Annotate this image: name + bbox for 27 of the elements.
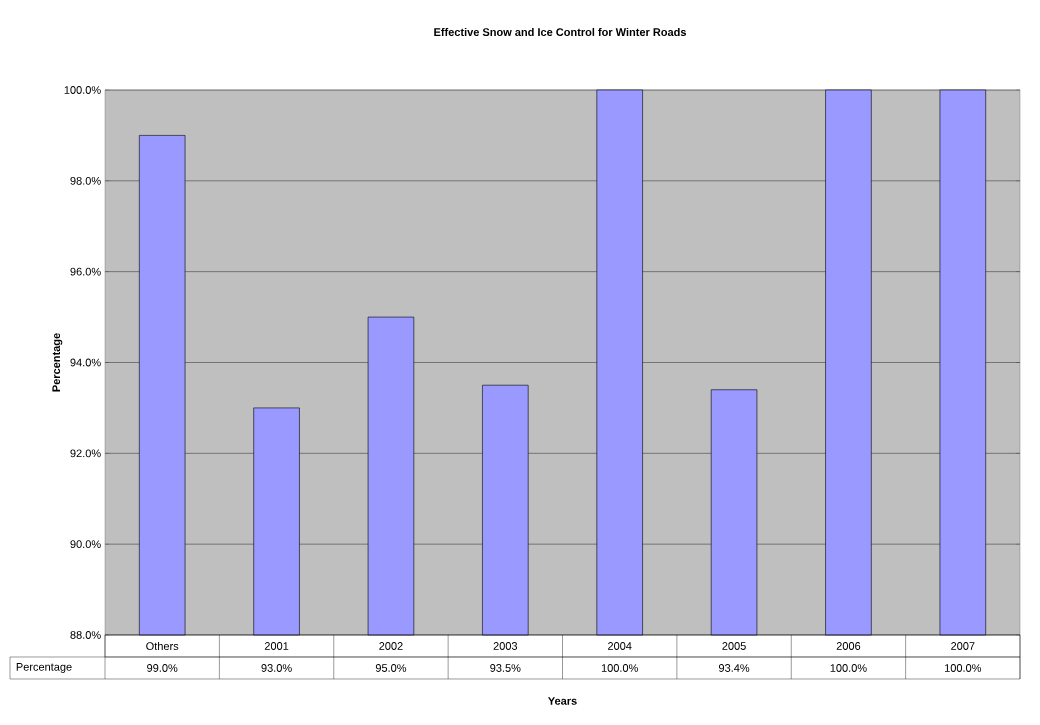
x-tick-label: 2006 <box>836 642 861 650</box>
data-label: 100.0% <box>830 664 867 672</box>
y-tick-label: 92.0% <box>70 449 101 458</box>
y-axis-title: Percentage <box>52 333 63 392</box>
x-tick-label: 2005 <box>722 642 746 650</box>
y-tick-label: 96.0% <box>70 267 101 276</box>
data-label: 99.0% <box>147 664 178 672</box>
y-tick-label: 94.0% <box>70 358 101 367</box>
x-tick-label: 2003 <box>493 642 518 650</box>
data-label: 93.4% <box>718 664 750 672</box>
y-tick-label: 100.0% <box>64 86 101 94</box>
x-tick-label: 2007 <box>951 642 975 650</box>
data-label: 95.0% <box>375 664 407 672</box>
x-tick-label: Others <box>146 641 179 651</box>
y-tick-label: 88.0% <box>70 631 101 639</box>
y-tick-label: 98.0% <box>70 176 101 185</box>
data-label: 93.0% <box>261 664 292 672</box>
data-label: 100.0% <box>601 664 638 672</box>
x-tick-label: 2004 <box>608 642 632 650</box>
x-axis-title: Years <box>548 697 577 705</box>
data-label: 100.0% <box>945 664 982 672</box>
chart-title: Effective Snow and Ice Control for Winter Roads <box>434 27 687 37</box>
data-label: 93.5% <box>490 664 521 672</box>
x-tick-label: 2001 <box>264 642 289 650</box>
x-tick-label: 2002 <box>379 642 403 650</box>
text: Percentage <box>16 663 72 673</box>
y-tick-label: 90.0% <box>70 540 101 549</box>
